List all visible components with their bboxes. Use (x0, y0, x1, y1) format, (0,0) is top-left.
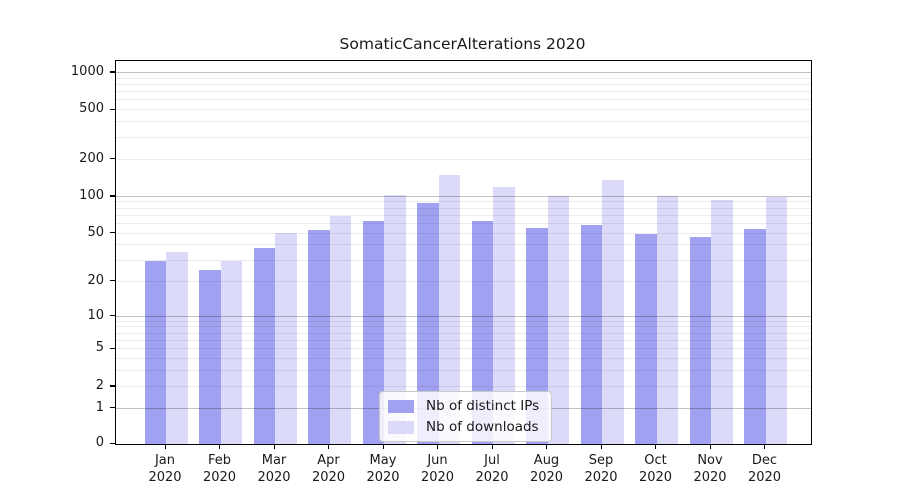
y-tick-label-100: 100 (79, 187, 104, 203)
y-tick-mark-100 (110, 195, 115, 197)
y-tick-label-1: 1 (95, 399, 104, 415)
x-tick-label-apr: Apr 2020 (311, 453, 346, 485)
bar-downloads-aug (547, 196, 569, 444)
x-tick-mark-may (382, 444, 384, 449)
bar-distinct-ips-jun (417, 203, 439, 444)
legend-item-downloads: Nb of downloads (388, 419, 539, 435)
x-tick-mark-nov (709, 444, 711, 449)
bar-downloads-jan (166, 252, 188, 444)
y-tick-mark-200 (110, 158, 115, 160)
bar-downloads-dec (765, 196, 787, 444)
x-tick-label-mar: Mar 2020 (257, 453, 291, 485)
y-tick-mark-50 (110, 232, 115, 234)
bar-downloads-oct (656, 195, 678, 444)
bar-distinct-ips-jan (144, 260, 166, 444)
y-tick-label-500: 500 (79, 101, 104, 117)
bar-distinct-ips-may (362, 221, 384, 444)
y-tick-mark-20 (110, 280, 115, 282)
bar-downloads-mar (275, 232, 297, 444)
legend-item-distinct-ips: Nb of distinct IPs (388, 398, 539, 414)
x-tick-label-aug: Aug 2020 (529, 453, 564, 485)
y-tick-label-0: 0 (95, 435, 104, 450)
y-tick-label-1000: 1000 (70, 63, 104, 79)
y-tick-mark-500 (110, 108, 115, 111)
y-tick-label-50: 50 (87, 224, 104, 240)
x-tick-mark-oct (655, 444, 657, 449)
bar-distinct-ips-apr (308, 229, 330, 444)
bars-layer (116, 61, 811, 444)
x-tick-mark-mar (273, 444, 275, 449)
x-tick-label-jan: Jan 2020 (148, 453, 182, 485)
bar-downloads-apr (329, 215, 351, 444)
x-tick-label-sep: Sep 2020 (584, 453, 618, 485)
legend-swatch-distinct-ips (388, 399, 414, 413)
y-tick-mark-0 (110, 442, 115, 444)
x-tick-mark-jul (491, 444, 493, 449)
legend: Nb of distinct IPs Nb of downloads (379, 391, 553, 442)
legend-label-distinct-ips: Nb of distinct IPs (426, 398, 540, 414)
plot-area (115, 60, 812, 445)
bar-downloads-may (384, 195, 406, 444)
y-tick-label-20: 20 (87, 272, 104, 288)
x-tick-label-oct: Oct 2020 (638, 453, 673, 485)
x-tick-mark-feb (219, 444, 221, 449)
x-tick-label-dec: Dec 2020 (747, 453, 782, 485)
bar-downloads-jul (493, 186, 515, 444)
x-tick-label-jun: Jun 2020 (420, 453, 455, 485)
x-tick-label-may: May 2020 (366, 453, 400, 485)
bar-downloads-feb (220, 260, 242, 444)
chart-title: SomaticCancerAlterations 2020 (339, 35, 586, 53)
bar-downloads-sep (602, 179, 624, 444)
x-tick-label-jul: Jul 2020 (475, 453, 509, 485)
y-tick-mark-1 (110, 407, 115, 409)
y-tick-mark-5 (110, 347, 115, 350)
bar-distinct-ips-feb (199, 270, 221, 444)
x-tick-label-nov: Nov 2020 (693, 453, 727, 485)
y-tick-mark-2 (110, 385, 115, 387)
x-tick-mark-jan (164, 444, 166, 449)
bar-distinct-ips-dec (744, 228, 766, 444)
bar-distinct-ips-jul (471, 220, 493, 444)
bar-distinct-ips-nov (689, 236, 711, 444)
legend-swatch-downloads (388, 420, 414, 434)
y-tick-label-5: 5 (95, 340, 104, 356)
x-tick-mark-apr (328, 444, 330, 449)
y-tick-label-10: 10 (87, 307, 104, 323)
y-tick-label-200: 200 (79, 150, 104, 166)
bar-downloads-nov (711, 199, 733, 444)
x-tick-mark-dec (764, 444, 766, 449)
y-tick-label-2: 2 (95, 377, 104, 393)
x-tick-label-feb: Feb 2020 (202, 453, 237, 485)
x-tick-mark-sep (600, 444, 602, 449)
x-tick-mark-jun (437, 444, 439, 449)
y-tick-mark-1000 (110, 71, 115, 73)
bar-distinct-ips-oct (635, 233, 657, 444)
x-tick-mark-aug (546, 444, 548, 449)
legend-label-downloads: Nb of downloads (426, 419, 539, 435)
y-tick-mark-10 (110, 315, 115, 317)
bar-downloads-jun (438, 175, 460, 444)
bar-distinct-ips-sep (580, 224, 602, 444)
bar-distinct-ips-aug (526, 227, 548, 444)
bar-distinct-ips-mar (253, 248, 275, 444)
